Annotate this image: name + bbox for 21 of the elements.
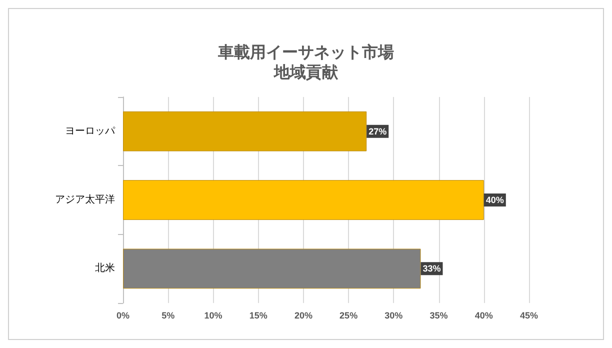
y-tick-label: 北米 [95, 262, 115, 274]
x-tick-label: 40% [474, 310, 493, 320]
x-tick-label: 35% [430, 310, 448, 320]
x-tick-label: 45% [520, 310, 538, 320]
data-label: 33% [422, 264, 441, 274]
x-tick-label: 15% [249, 310, 268, 320]
y-tick-label: アジア太平洋 [55, 194, 115, 206]
data-label: 27% [368, 126, 387, 136]
bar [123, 180, 484, 220]
x-tick-label: 0% [116, 310, 130, 320]
x-tick-label: 20% [294, 310, 312, 320]
x-tick-label: 30% [384, 310, 403, 320]
data-label: 40% [486, 195, 504, 205]
chart-title: 車載用イーサネット市場 [217, 42, 394, 62]
x-tick-label: 25% [340, 310, 358, 320]
chart-subtitle: 地域貢献 [273, 62, 339, 82]
y-tick-label: ヨーロッパ [65, 126, 116, 137]
bar [123, 248, 421, 289]
x-tick-label: 5% [162, 310, 175, 320]
bar [123, 111, 367, 152]
x-tick-label: 10% [204, 310, 222, 320]
